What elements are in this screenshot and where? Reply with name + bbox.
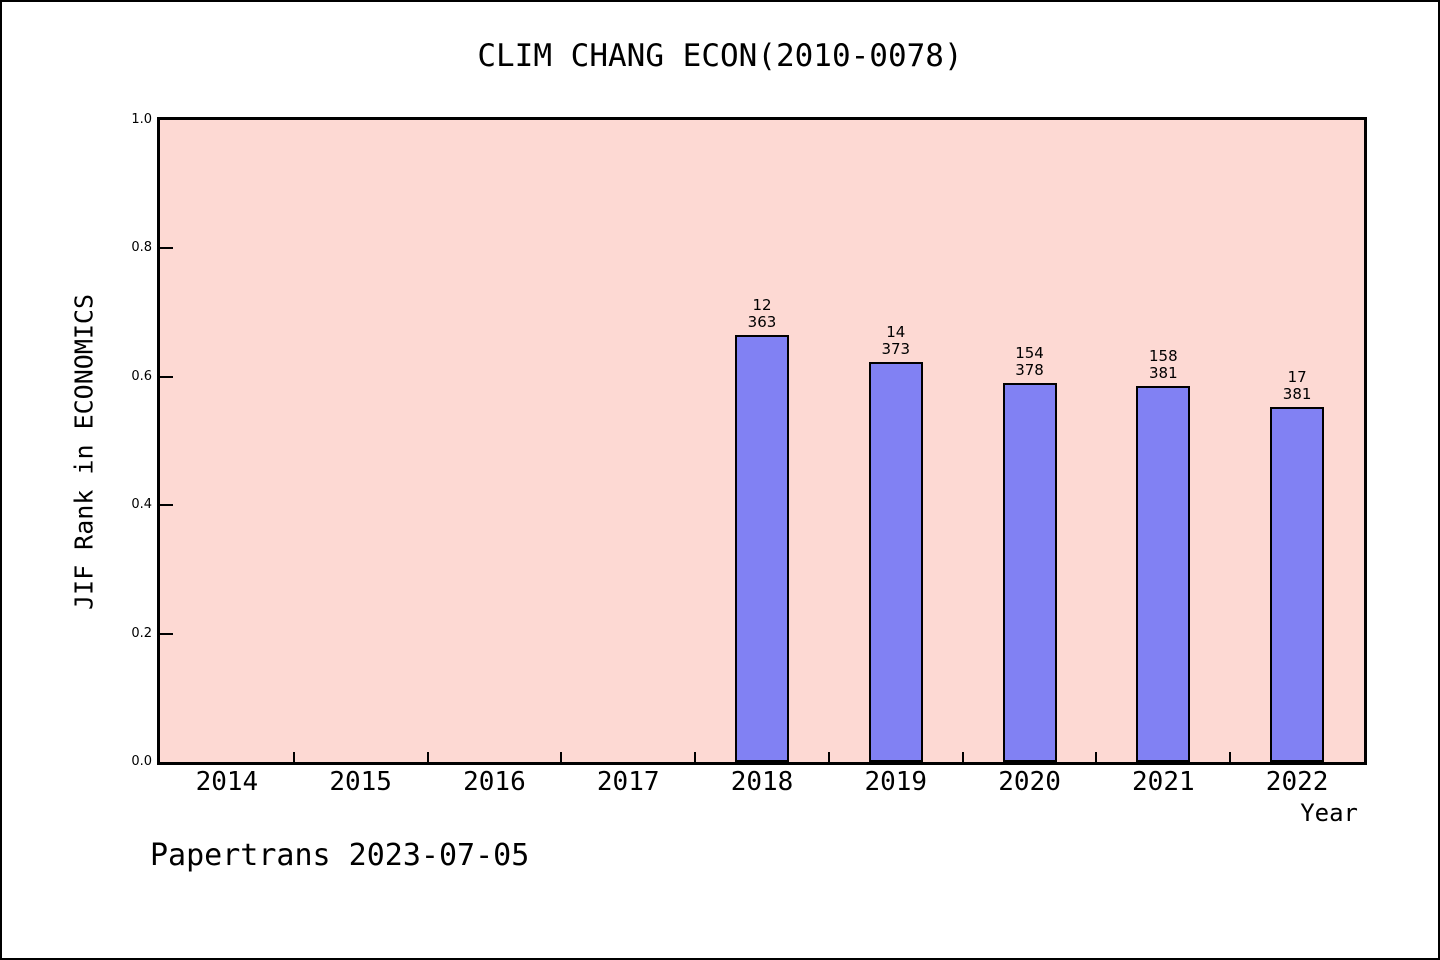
bar <box>735 335 789 762</box>
x-axis-tick-label: 2016 <box>463 767 526 797</box>
x-axis-tick-label: 2018 <box>730 767 794 797</box>
bar <box>1136 386 1190 762</box>
y-axis-tick-label: 0.6 <box>131 368 152 384</box>
y-axis-tick-label: 0.0 <box>131 754 152 769</box>
watermark-text: Papertrans 2023-07-05 <box>150 838 530 873</box>
bar <box>869 362 923 762</box>
x-axis-tick-label: 2017 <box>596 767 660 797</box>
x-axis-tick <box>962 752 964 762</box>
x-axis-tick <box>560 752 562 762</box>
y-axis-tick-label: 1.0 <box>131 112 152 127</box>
bar-value-label: 17 381 <box>1282 368 1312 403</box>
bar-value-label: 12 363 <box>747 296 777 331</box>
x-axis-tick-label: 2015 <box>329 767 392 797</box>
y-axis-tick <box>160 375 173 378</box>
plot-area <box>157 117 1367 765</box>
bar <box>1270 407 1324 762</box>
x-axis-tick-label: 2021 <box>1132 767 1195 797</box>
y-axis-tick <box>160 632 173 635</box>
x-axis-tick <box>1095 752 1097 762</box>
y-axis-tick-label: 0.8 <box>131 240 152 256</box>
x-axis-tick <box>828 752 830 762</box>
bar-value-label: 158 381 <box>1149 347 1178 382</box>
x-axis-tick <box>293 752 295 762</box>
bar-value-label: 14 373 <box>881 323 911 358</box>
y-axis-tick-label: 0.4 <box>131 497 152 513</box>
x-axis-tick <box>1229 752 1231 762</box>
bar-value-label: 154 378 <box>1015 344 1044 379</box>
y-axis-tick-label: 0.2 <box>131 625 152 641</box>
x-axis-title: Year <box>1300 799 1358 827</box>
x-axis-tick <box>427 752 429 762</box>
bar <box>1003 383 1057 762</box>
x-axis-tick-label: 2019 <box>864 767 928 797</box>
x-axis-tick <box>694 752 696 762</box>
y-axis-tick <box>160 504 173 507</box>
x-axis-tick-label: 2022 <box>1265 767 1329 797</box>
chart-title: CLIM CHANG ECON(2010-0078) <box>477 38 963 74</box>
y-axis-tick <box>160 247 173 250</box>
x-axis-tick-label: 2014 <box>195 767 259 797</box>
y-axis-title: JIF Rank in ECONOMICS <box>69 293 99 611</box>
x-axis-tick-label: 2020 <box>998 767 1061 797</box>
